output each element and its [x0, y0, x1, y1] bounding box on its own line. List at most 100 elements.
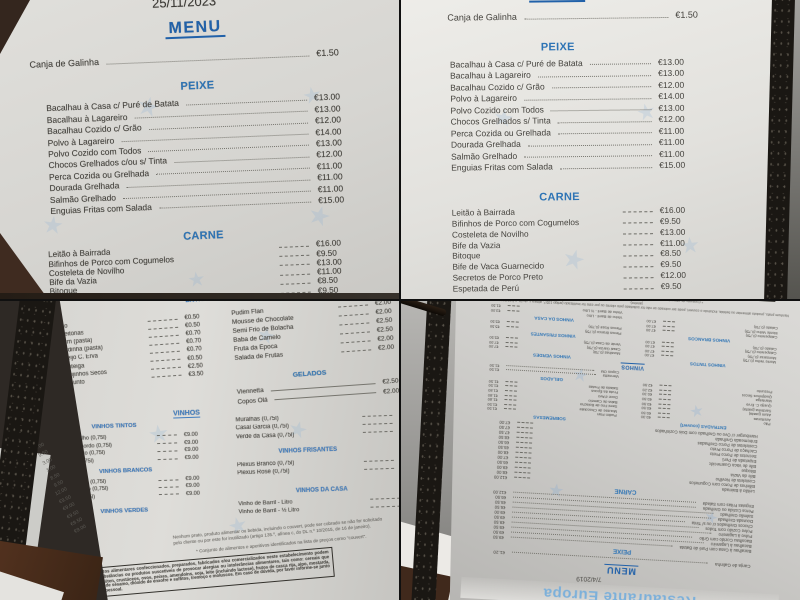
item-price: €9.50 [493, 514, 506, 521]
item-price: €9.00 [185, 475, 200, 483]
item-price: €7.00 [644, 348, 655, 353]
vinhos-verdes-list: Muralhas (0,75l) €9.00 Casal Garcia (0,7… [235, 409, 399, 440]
item-name: Secretos de Porco Preto [452, 271, 544, 283]
dash-leader [504, 390, 517, 392]
entradas-list: Pão €0.50 Azeitonas €0.50 Atum (pasta) [60, 312, 213, 387]
dash-leader [515, 456, 532, 459]
sobremesas-list: Pudim Flan €2.00 Mousse de Chocolate €2.… [231, 301, 399, 362]
dash-leader [279, 264, 310, 267]
dash-leader [156, 434, 177, 437]
item-price: €2.50 [376, 325, 394, 334]
item-price: €11.00 [317, 182, 344, 194]
entradas-list: Pão €0.30 Azeitonas €0.50 [637, 383, 773, 427]
dash-leader [659, 389, 672, 392]
item-price: €9.00 [185, 490, 200, 497]
item-name: Presunto [60, 379, 85, 387]
item-price: €7.00 [645, 339, 656, 344]
item-price: €13.00 [314, 103, 341, 115]
dotted-leader [550, 109, 652, 112]
item-price: €2.50 [382, 377, 399, 386]
item-price: €7.00 [489, 339, 499, 345]
dash-leader [363, 459, 394, 462]
item-price: €9.50 [493, 519, 505, 526]
item-name: Pão [763, 421, 771, 428]
section-header-vinhos-tintos: VINHOS TINTOS [91, 422, 137, 431]
dash-leader [504, 394, 517, 397]
item-price: €6.50 [498, 439, 510, 446]
dash-leader [151, 374, 182, 378]
item-name: Espetada de Perú [452, 282, 520, 294]
item-price: €8.50 [498, 434, 510, 441]
item-price: €6.50 [495, 494, 507, 501]
item-name: Perca Cozida ou Grelhada [450, 126, 551, 139]
item-price: €1.20 [493, 549, 506, 556]
dash-leader [280, 282, 311, 285]
dash-leader [623, 255, 654, 257]
item-price: €5.50 [490, 319, 500, 324]
item-price: €12.00 [316, 148, 343, 160]
item-price: €12.00 [658, 113, 685, 125]
dash-leader [148, 334, 179, 338]
item-name: Canja de Galinha [714, 561, 751, 569]
dash-leader [514, 471, 531, 474]
item-name: Bacalhau à Lagareiro [450, 69, 531, 81]
item-price: €1.50 [316, 47, 339, 59]
item-price: €7.00 [646, 318, 657, 324]
dash-leader [148, 326, 179, 330]
dash-leader [658, 394, 671, 396]
dash-leader [149, 350, 180, 354]
item-price: €6.50 [494, 504, 506, 511]
item-price: €6.50 [494, 499, 506, 506]
menu-content: MENU Canja de Galinha €1.50 PEIXE Bacalh… [401, 0, 777, 299]
dash-leader [663, 320, 676, 323]
item-price: €2.00 [377, 334, 394, 343]
item-price: €7.00 [644, 352, 655, 358]
photo-menu-2023-top: ★ ★ ★ ★ ★ 25/11/2023 MENU Canja de Galin… [0, 0, 399, 299]
menu-title: MENU [0, 11, 399, 46]
item-price: €15.00 [317, 194, 345, 206]
dotted-leader [551, 86, 652, 89]
item-name: Bifinhos de Porco com Cogumelos [451, 216, 580, 229]
dash-leader [339, 321, 370, 326]
section-header-vinhos-frisantes: VINHOS FRISANTES [278, 446, 338, 455]
dash-leader [662, 325, 675, 328]
menu-date: 7/4/2019 [576, 574, 602, 583]
dash-leader [623, 266, 654, 268]
item-price: €7.00 [499, 419, 511, 426]
dotted-leader [557, 132, 652, 135]
dash-leader [340, 339, 371, 343]
dash-leader [147, 318, 178, 322]
item-name: Bitoque [741, 468, 756, 475]
item-name: Bacalhau Cozido c/ Grão [450, 80, 545, 93]
menu-title-text: MENU [528, 0, 586, 3]
dash-leader [623, 233, 654, 235]
item-price: €8.00 [496, 469, 508, 476]
item-name: Caiado (0,75l) [58, 458, 94, 466]
menu-item-row: Caiado (0,75l) €9.00 [60, 489, 208, 501]
dash-leader [149, 342, 180, 346]
dotted-leader [527, 143, 652, 147]
section-header-gelados: GELADOS [292, 369, 327, 379]
item-price: €16.00 [659, 204, 686, 215]
dash-leader [658, 407, 671, 410]
dash-leader [622, 211, 653, 213]
dash-leader [514, 466, 531, 469]
dash-leader [338, 312, 369, 317]
vinhos-block: VINHOS VINHOS TINTOS Monte Velho (0,75l)… [58, 401, 399, 538]
item-price: €7.00 [645, 343, 655, 349]
item-price: €8.00 [497, 449, 509, 456]
item-name: Enguias Fritas com Salada [50, 201, 153, 216]
item-name: Polvo Cozido com Todos [450, 103, 544, 116]
dotted-leader [557, 120, 652, 123]
item-name: Plexus Rosé (0,75l) [237, 468, 290, 477]
section-header-entradas: ENTRADAS (couvert) [185, 301, 251, 304]
item-price: €9.00 [183, 431, 198, 438]
dash-leader [280, 273, 311, 276]
item-price: €11.00 [658, 148, 685, 159]
dash-leader [362, 414, 393, 417]
dash-leader [158, 486, 179, 488]
dash-leader [279, 254, 310, 257]
item-price: €3.50 [188, 370, 204, 378]
photo-menu-2019-upside-down: ★ ★ ★ ★ Restaurante Europa 7/4/2019 MENU… [401, 301, 800, 600]
